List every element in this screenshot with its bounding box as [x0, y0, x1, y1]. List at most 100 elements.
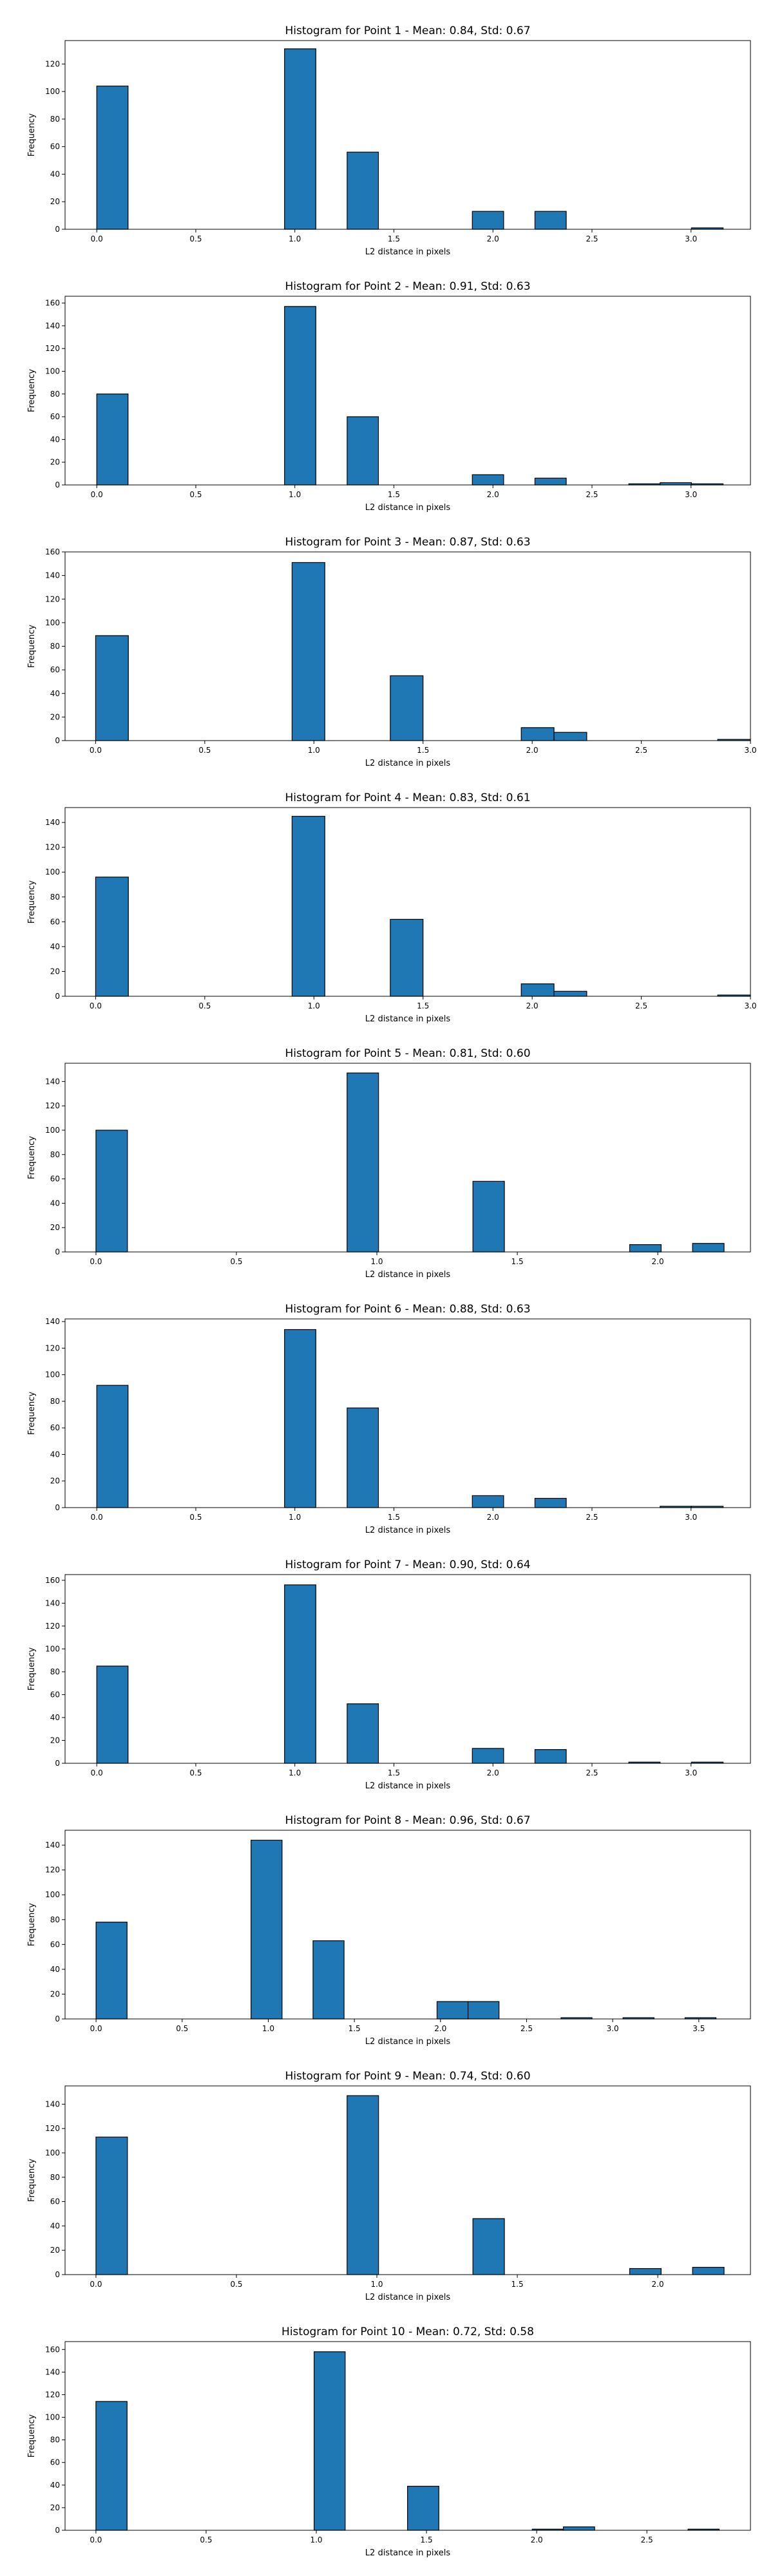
histogram-bar [553, 990, 587, 997]
y-tick-label: 140 [45, 2367, 60, 2376]
x-tick-label: 0.5 [198, 746, 211, 755]
histogram-bar [520, 727, 555, 741]
y-tick-label: 120 [45, 2390, 60, 2399]
histogram-bar [534, 211, 567, 230]
x-axis-label: L2 distance in pixels [365, 1270, 451, 1280]
x-tick-label: 1.0 [310, 2535, 322, 2544]
y-tick-label: 100 [45, 867, 60, 876]
x-tick-label: 0.5 [189, 490, 202, 499]
y-tick-label: 0 [55, 2526, 60, 2535]
y-tick-label: 80 [50, 2173, 60, 2182]
y-axis-label: Frequency [27, 2159, 37, 2202]
chart-title: Histogram for Point 8 - Mean: 0.96, Std:… [285, 1814, 530, 1827]
x-tick-label: 2.0 [487, 1768, 499, 1777]
x-tick-label: 1.5 [421, 2535, 433, 2544]
x-tick-label: 2.0 [487, 1513, 499, 1522]
y-tick-label: 0 [55, 992, 60, 1001]
y-tick-label: 140 [45, 2099, 60, 2108]
x-tick-label: 2.5 [635, 1001, 647, 1010]
y-tick-label: 40 [50, 689, 60, 698]
histogram-bar [534, 1749, 567, 1764]
histogram-bar [251, 1839, 283, 2020]
y-tick-label: 100 [45, 1890, 60, 1899]
histogram-bar [347, 2095, 379, 2275]
histogram-bar [472, 211, 504, 230]
x-tick-label: 2.0 [434, 2024, 446, 2033]
y-tick-label: 40 [50, 1713, 60, 1722]
x-tick-label: 2.0 [526, 746, 539, 755]
histogram-bar [467, 2001, 500, 2020]
y-axis-label: Frequency [27, 1647, 37, 1690]
x-tick-label: 0.5 [189, 1513, 202, 1522]
y-axis-label: Frequency [27, 113, 37, 156]
x-tick-label: 2.5 [586, 234, 598, 243]
y-tick-label: 80 [50, 1397, 60, 1406]
x-tick-label: 2.0 [652, 1257, 664, 1266]
histogram-bar [692, 1243, 725, 1253]
histogram-bar [436, 2001, 469, 2020]
y-tick-label: 80 [50, 1150, 60, 1159]
histogram-bar [284, 1584, 316, 1764]
x-tick-label: 2.5 [586, 1768, 598, 1777]
x-tick-label: 0.0 [90, 1001, 102, 1010]
y-tick-label: 40 [50, 2481, 60, 2490]
y-tick-label: 40 [50, 1450, 60, 1459]
y-tick-label: 60 [50, 917, 60, 926]
histogram-panel: Histogram for Point 5 - Mean: 0.81, Std:… [27, 1047, 751, 1280]
x-axis-label: L2 distance in pixels [365, 247, 451, 257]
histogram-bar [95, 1922, 128, 2020]
y-tick-label: 20 [50, 458, 60, 467]
axes-frame [64, 807, 751, 997]
y-tick-label: 160 [45, 1576, 60, 1585]
y-tick-label: 40 [50, 435, 60, 444]
y-tick-label: 40 [50, 169, 60, 178]
x-tick-label: 2.5 [641, 2535, 653, 2544]
y-tick-label: 140 [45, 818, 60, 827]
x-tick-label: 0.5 [189, 1768, 202, 1777]
x-tick-label: 0.5 [198, 1001, 211, 1010]
y-tick-label: 100 [45, 618, 60, 627]
x-tick-label: 3.0 [685, 1768, 697, 1777]
x-tick-label: 1.0 [289, 1513, 301, 1522]
axes-frame [64, 1318, 751, 1508]
histogram-bar [472, 1748, 504, 1764]
axes-frame [64, 2341, 751, 2531]
histogram-bar [291, 815, 325, 997]
y-tick-label: 100 [45, 1126, 60, 1135]
histogram-bar [95, 876, 129, 997]
x-tick-label: 0.0 [91, 490, 103, 499]
x-tick-label: 2.0 [487, 490, 499, 499]
histogram-bar [95, 1130, 128, 1253]
y-tick-label: 0 [55, 2014, 60, 2023]
x-tick-label: 1.5 [388, 234, 400, 243]
histogram-bar [390, 918, 424, 997]
x-axis-label: L2 distance in pixels [365, 759, 451, 768]
histogram-bar [284, 306, 316, 486]
x-axis-label: L2 distance in pixels [365, 2037, 451, 2047]
y-axis-label: Frequency [27, 625, 37, 668]
histogram-bar [95, 2401, 128, 2531]
x-tick-label: 2.5 [520, 2024, 533, 2033]
x-tick-label: 0.0 [91, 1513, 103, 1522]
chart-title: Histogram for Point 5 - Mean: 0.81, Std:… [285, 1047, 530, 1060]
x-tick-label: 2.5 [586, 1513, 598, 1522]
y-tick-label: 0 [55, 225, 60, 234]
y-tick-label: 80 [50, 115, 60, 124]
axes-frame [64, 2085, 751, 2275]
y-tick-label: 120 [45, 843, 60, 852]
y-tick-label: 0 [55, 1247, 60, 1256]
y-tick-label: 20 [50, 1223, 60, 1232]
x-tick-label: 1.0 [289, 490, 301, 499]
histogram-bar [472, 1180, 505, 1253]
y-tick-label: 160 [45, 2345, 60, 2354]
chart-title: Histogram for Point 10 - Mean: 0.72, Std… [282, 2325, 534, 2338]
y-tick-label: 60 [50, 1690, 60, 1699]
y-tick-label: 140 [45, 1841, 60, 1850]
axes-frame [64, 1063, 751, 1253]
histogram-panel: Histogram for Point 9 - Mean: 0.74, Std:… [27, 2070, 751, 2302]
histogram-bar [291, 562, 325, 741]
y-tick-label: 120 [45, 1866, 60, 1875]
x-tick-label: 2.0 [526, 1001, 539, 1010]
x-tick-label: 3.0 [744, 746, 756, 755]
x-axis-label: L2 distance in pixels [365, 503, 451, 513]
